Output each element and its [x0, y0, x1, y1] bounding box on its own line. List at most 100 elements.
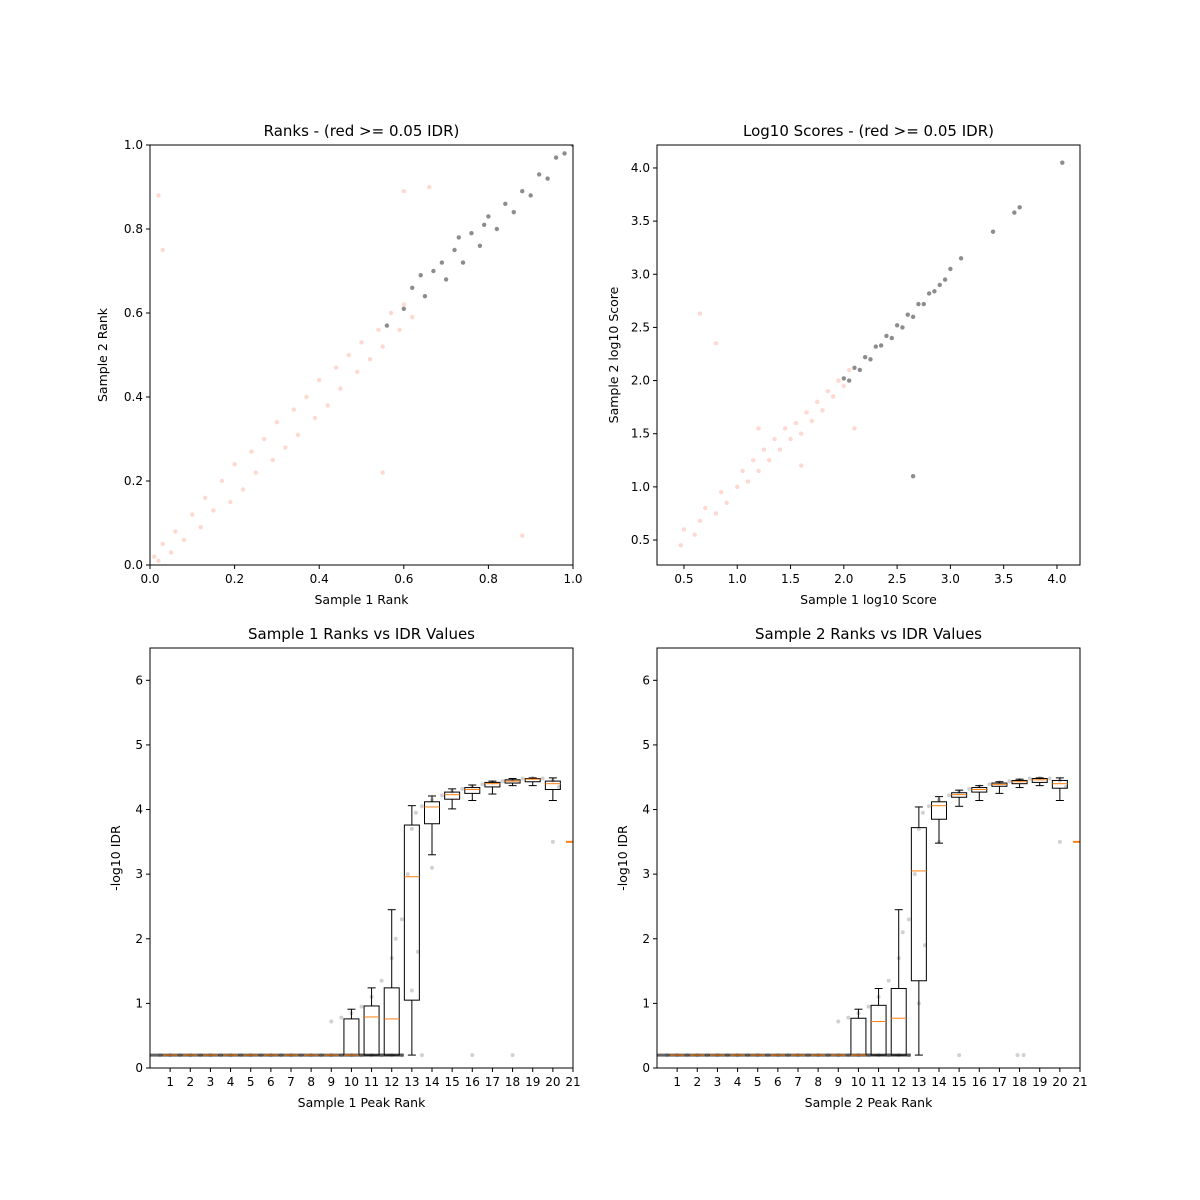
data-point — [470, 1053, 475, 1058]
data-point — [852, 365, 857, 371]
data-point — [846, 1015, 851, 1020]
x-tick-label: 2.5 — [888, 572, 907, 586]
y-tick-label: 2.0 — [631, 374, 650, 388]
data-point — [160, 541, 165, 547]
x-tick-label: 16 — [972, 1075, 987, 1089]
box-rank-11 — [870, 988, 887, 1056]
data-point — [1015, 1053, 1020, 1058]
data-point — [410, 285, 415, 290]
x-tick-label: 17 — [992, 1075, 1007, 1089]
data-point — [1027, 776, 1032, 781]
data-point — [825, 388, 831, 394]
box-rank-19 — [524, 777, 541, 787]
data-point — [852, 426, 857, 431]
y-tick-label: 0.4 — [124, 390, 143, 404]
y-axis-label: -log10 IDR — [108, 825, 123, 891]
data-point — [545, 176, 550, 181]
axes-frame — [149, 144, 574, 566]
data-point — [740, 468, 745, 474]
data-point — [232, 462, 237, 467]
box-rank-13 — [910, 806, 927, 1056]
data-point — [756, 468, 761, 474]
x-tick-label: 18 — [505, 1075, 520, 1089]
data-point — [767, 458, 772, 463]
x-tick-label: 1.0 — [563, 572, 582, 586]
y-axis-label: -log10 IDR — [615, 825, 630, 891]
data-point — [168, 550, 174, 555]
y-tick-label: 0.5 — [631, 533, 650, 547]
chart-title: Ranks - (red >= 0.05 IDR) — [264, 122, 460, 140]
data-point — [550, 839, 555, 844]
data-point — [910, 314, 916, 319]
data-point — [948, 266, 953, 272]
data-point — [777, 447, 783, 452]
box-rank-11 — [363, 987, 380, 1056]
data-point — [886, 978, 891, 983]
data-point — [317, 378, 322, 383]
x-tick-label: 2 — [186, 1075, 194, 1089]
data-point — [418, 273, 423, 278]
x-tick-label: 8 — [814, 1075, 822, 1089]
y-tick-label: 4 — [642, 803, 650, 817]
data-point — [916, 301, 921, 307]
x-tick-label: 0.2 — [225, 572, 244, 586]
data-point — [920, 810, 925, 815]
x-tick-label: 20 — [1052, 1075, 1067, 1089]
y-tick-label: 3 — [642, 867, 650, 881]
data-point — [173, 529, 178, 534]
box-rank-14 — [424, 795, 440, 856]
plot-area — [152, 145, 573, 563]
subplot-1: 0.0 0.2 0.4 0.6 0.8 1.0 0.0 0.2 0.4 0.6 0.8 1.0 Rank… — [95, 122, 583, 607]
plot-area — [678, 160, 1065, 548]
data-point — [500, 779, 505, 784]
x-axis-label: Sample 1 log10 Score — [800, 592, 937, 607]
data-point — [274, 420, 280, 425]
data-point — [957, 1053, 962, 1058]
data-point — [820, 408, 825, 413]
data-point — [772, 436, 777, 442]
data-point — [830, 394, 836, 399]
data-point — [401, 189, 406, 194]
box-rank-16 — [464, 784, 481, 801]
y-tick-label: 1.0 — [631, 480, 650, 494]
x-tick-label: 14 — [424, 1075, 439, 1089]
box-rank-17 — [991, 781, 1008, 794]
box-iqr — [484, 781, 501, 788]
x-tick-label: 5 — [754, 1075, 762, 1089]
y-tick-label: 0.8 — [124, 222, 143, 236]
data-point — [793, 420, 799, 426]
box-rank-18 — [1011, 778, 1028, 789]
data-point — [291, 407, 297, 412]
data-point — [156, 193, 161, 198]
y-tick-label: 1.5 — [631, 427, 650, 441]
box-iqr — [524, 778, 541, 783]
x-tick-label: 6 — [774, 1075, 782, 1089]
data-point — [553, 155, 559, 160]
data-point — [211, 508, 216, 513]
box-rank-12 — [890, 909, 907, 1056]
data-point — [987, 782, 992, 787]
y-axis-label: Sample 2 log10 Score — [606, 286, 621, 423]
data-point — [152, 554, 157, 559]
data-point — [452, 247, 457, 253]
data-point — [160, 247, 165, 253]
data-point — [419, 804, 424, 809]
x-tick-label: 1 — [166, 1075, 174, 1089]
data-point — [836, 1019, 841, 1024]
data-point — [503, 201, 508, 206]
data-point — [697, 518, 703, 524]
data-point — [325, 403, 330, 408]
data-point — [756, 426, 761, 431]
data-point — [912, 872, 917, 877]
chart-title: Log10 Scores - (red >= 0.05 IDR) — [743, 122, 994, 140]
box-iqr — [424, 801, 440, 825]
x-tick-label: 2 — [693, 1075, 701, 1089]
data-point — [528, 193, 533, 198]
box-iqr — [890, 988, 907, 1056]
x-tick-label: 6 — [267, 1075, 275, 1089]
data-point — [921, 301, 926, 307]
y-tick-label: 6 — [642, 673, 650, 687]
plot-area — [657, 775, 1080, 1058]
data-point — [1012, 210, 1017, 215]
